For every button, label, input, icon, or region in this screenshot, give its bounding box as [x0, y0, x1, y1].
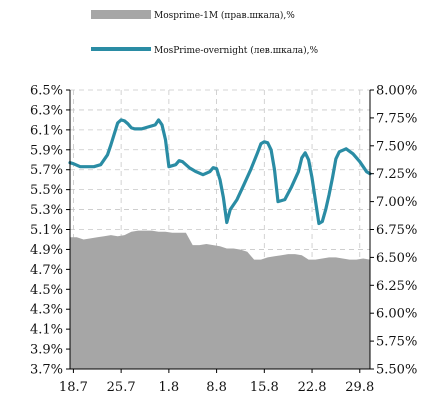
legend-label-mosprime-overnight: MosPrime-overnight (лев.шкала),% — [154, 45, 319, 56]
tick-label-y-right: 7.25% — [376, 167, 417, 182]
tick-label-y-left: 5.7% — [30, 163, 63, 178]
tick-label-x: 25.7 — [107, 380, 136, 395]
legend-label-mosprime-1m: Mosprime-1M (прав.шкала),% — [154, 10, 295, 21]
tick-label-y-left: 4.1% — [30, 323, 63, 338]
legend: Mosprime-1M (прав.шкала),% MosPrime-over… — [91, 10, 319, 56]
legend-swatch-mosprime-1m — [91, 10, 151, 19]
tick-label-x: 1.8 — [159, 380, 180, 395]
tick-label-x: 18.7 — [59, 380, 88, 395]
tick-label-y-left: 6.1% — [30, 123, 63, 138]
tick-label-y-left: 5.5% — [30, 183, 63, 198]
series-area-mosprime-1m — [70, 230, 370, 369]
tick-label-y-right: 5.75% — [376, 335, 417, 350]
tick-label-y-left: 5.9% — [30, 143, 63, 158]
tick-label-y-right: 6.25% — [376, 279, 417, 294]
tick-label-x: 22.8 — [298, 380, 327, 395]
tick-label-y-left: 5.1% — [30, 223, 63, 238]
tick-label-y-right: 7.00% — [376, 195, 417, 210]
tick-label-y-right: 8.00% — [376, 84, 417, 99]
series-line-mosprime-overnight — [68, 118, 372, 226]
tick-label-y-left: 4.3% — [30, 303, 63, 318]
plot-area: 6.5% 6.3% 6.1% 5.9% 5.7% 5.5% 5.3% 5.1% 4.9% 4.7%… — [30, 84, 417, 396]
tick-label-y-right: 6.00% — [376, 307, 417, 322]
tick-label-y-right: 5.50% — [376, 363, 417, 378]
tick-label-y-left: 4.7% — [30, 263, 63, 278]
tick-label-y-right: 6.50% — [376, 251, 417, 266]
tick-label-y-right: 6.75% — [376, 223, 417, 238]
tick-label-y-left: 4.9% — [30, 243, 63, 258]
tick-label-y-left: 3.9% — [30, 343, 63, 358]
tick-label-y-left: 4.5% — [30, 283, 63, 298]
tick-label-y-right: 7.50% — [376, 139, 417, 154]
tick-label-y-left: 5.3% — [30, 203, 63, 218]
tick-label-x: 8.8 — [206, 380, 227, 395]
tick-label-x: 15.8 — [250, 380, 279, 395]
tick-label-y-left: 6.3% — [30, 103, 63, 118]
tick-label-y-left: 6.5% — [30, 84, 63, 99]
tick-label-x: 29.8 — [345, 380, 374, 395]
tick-label-y-left: 3.7% — [30, 363, 63, 378]
tick-label-y-right: 7.75% — [376, 111, 417, 126]
